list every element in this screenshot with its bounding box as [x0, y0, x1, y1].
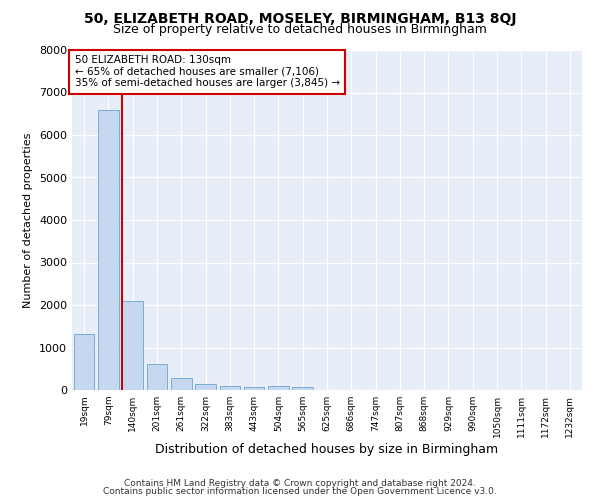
Bar [74, 334, 94, 390]
Text: Contains public sector information licensed under the Open Government Licence v3: Contains public sector information licen… [103, 487, 497, 496]
Bar [171, 378, 191, 390]
Text: Size of property relative to detached houses in Birmingham: Size of property relative to detached ho… [113, 22, 487, 36]
Bar [244, 387, 265, 390]
Text: 50 ELIZABETH ROAD: 130sqm
← 65% of detached houses are smaller (7,106)
35% of se: 50 ELIZABETH ROAD: 130sqm ← 65% of detac… [74, 55, 340, 88]
Bar [122, 300, 143, 390]
Text: Contains HM Land Registry data © Crown copyright and database right 2024.: Contains HM Land Registry data © Crown c… [124, 478, 476, 488]
Bar [146, 364, 167, 390]
Bar [292, 388, 313, 390]
Bar [220, 386, 240, 390]
X-axis label: Distribution of detached houses by size in Birmingham: Distribution of detached houses by size … [155, 442, 499, 456]
Text: 50, ELIZABETH ROAD, MOSELEY, BIRMINGHAM, B13 8QJ: 50, ELIZABETH ROAD, MOSELEY, BIRMINGHAM,… [84, 12, 516, 26]
Y-axis label: Number of detached properties: Number of detached properties [23, 132, 34, 308]
Bar [268, 386, 289, 390]
Bar [98, 110, 119, 390]
Bar [195, 384, 216, 390]
